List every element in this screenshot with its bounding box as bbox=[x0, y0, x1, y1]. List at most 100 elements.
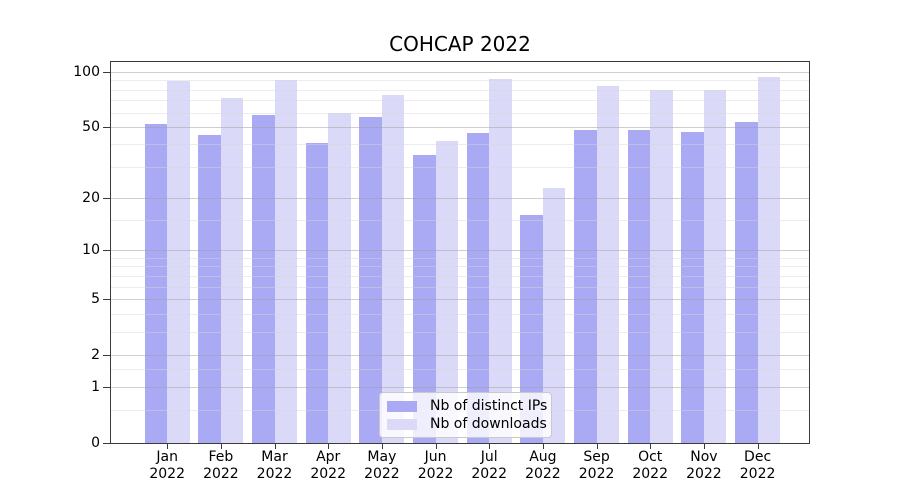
legend-label-distinct-ips: Nb of distinct IPs bbox=[430, 398, 548, 414]
gridline-minor bbox=[111, 313, 809, 315]
gridline-minor bbox=[111, 80, 809, 82]
bar-downloads bbox=[542, 187, 566, 443]
bar-distinct-ips bbox=[305, 142, 329, 443]
bar-distinct-ips bbox=[359, 116, 382, 443]
x-tick-label-year: 2022 bbox=[256, 466, 293, 482]
y-tick-label: 100 bbox=[73, 63, 100, 80]
gridline-minor bbox=[111, 144, 809, 146]
bar-downloads bbox=[703, 89, 727, 443]
gridline-minor bbox=[111, 369, 809, 371]
legend-label-downloads: Nb of downloads bbox=[430, 416, 547, 432]
bar-distinct-ips bbox=[627, 130, 651, 443]
gridline-major bbox=[111, 250, 809, 252]
legend: Nb of distinct IPs Nb of downloads bbox=[379, 392, 552, 438]
bar-downloads bbox=[167, 81, 190, 443]
y-tick-label: 20 bbox=[82, 190, 100, 207]
x-tick-label-year: 2022 bbox=[310, 466, 346, 482]
gridline-minor bbox=[111, 220, 809, 222]
x-tick-label: Apr 2022 bbox=[296, 449, 360, 483]
legend-item-distinct-ips: Nb of distinct IPs bbox=[387, 398, 547, 414]
x-tick-label-year: 2022 bbox=[149, 466, 185, 482]
bar-distinct-ips bbox=[144, 123, 168, 443]
bar-distinct-ips bbox=[520, 215, 543, 443]
x-tick-mark bbox=[703, 444, 705, 449]
gridline-minor bbox=[111, 275, 809, 277]
x-tick-mark bbox=[596, 444, 598, 449]
bar-downloads bbox=[381, 94, 405, 443]
x-tick-mark bbox=[220, 444, 222, 449]
y-tick-label: 10 bbox=[82, 242, 100, 259]
x-tick-label: Jul 2022 bbox=[457, 449, 521, 483]
x-tick-label: Feb 2022 bbox=[189, 449, 253, 483]
x-tick-label-year: 2022 bbox=[203, 466, 239, 482]
x-tick-label: Nov 2022 bbox=[672, 449, 736, 483]
bar-distinct-ips bbox=[251, 115, 275, 443]
gridline-major bbox=[111, 126, 809, 128]
bar-downloads bbox=[435, 140, 459, 443]
x-tick-label: Mar 2022 bbox=[243, 449, 307, 483]
y-tick-mark bbox=[103, 387, 110, 389]
gridline-minor bbox=[111, 112, 809, 114]
x-tick-label: May 2022 bbox=[350, 449, 414, 483]
x-tick-label: Oct 2022 bbox=[618, 449, 682, 483]
x-tick-label-year: 2022 bbox=[525, 466, 561, 482]
x-tick-mark bbox=[757, 444, 759, 449]
x-tick-label-year: 2022 bbox=[364, 466, 400, 482]
bar-downloads bbox=[489, 78, 512, 443]
bar-distinct-ips bbox=[573, 130, 597, 443]
gridline-minor bbox=[111, 331, 809, 333]
y-tick-label: 5 bbox=[91, 290, 100, 307]
bar-distinct-ips bbox=[198, 135, 221, 443]
x-tick-mark bbox=[489, 444, 491, 449]
gridline-minor bbox=[111, 257, 809, 259]
x-tick-label-year: 2022 bbox=[632, 466, 668, 482]
x-tick-label-year: 2022 bbox=[686, 466, 722, 482]
gridline-major bbox=[111, 354, 809, 356]
gridline-minor bbox=[111, 166, 809, 168]
y-tick-mark bbox=[103, 71, 110, 73]
y-tick-mark bbox=[103, 250, 110, 252]
bar-downloads bbox=[274, 80, 298, 443]
bar-distinct-ips bbox=[734, 122, 758, 443]
legend-swatch-downloads bbox=[387, 418, 417, 430]
y-tick-mark bbox=[103, 198, 110, 200]
x-tick-label: Aug 2022 bbox=[511, 449, 575, 483]
x-tick-mark bbox=[542, 444, 544, 449]
x-tick-mark bbox=[167, 444, 169, 449]
bar-downloads bbox=[220, 98, 244, 443]
y-tick-label: 50 bbox=[82, 118, 100, 135]
y-tick-mark bbox=[103, 298, 110, 300]
bar-downloads bbox=[328, 112, 351, 443]
bar-downloads bbox=[650, 89, 673, 443]
y-tick-label: 1 bbox=[91, 379, 100, 396]
y-tick-label: 2 bbox=[91, 346, 100, 363]
bar-downloads bbox=[596, 85, 620, 443]
gridline-major bbox=[111, 71, 809, 73]
x-tick-mark bbox=[381, 444, 383, 449]
legend-item-downloads: Nb of downloads bbox=[387, 416, 547, 432]
y-tick-mark bbox=[103, 443, 110, 444]
x-tick-label-year: 2022 bbox=[739, 466, 776, 482]
y-tick-mark bbox=[103, 126, 110, 128]
x-tick-label: Jan 2022 bbox=[135, 449, 199, 483]
legend-swatch-distinct-ips bbox=[387, 400, 417, 412]
gridline-major bbox=[111, 298, 809, 300]
x-tick-mark bbox=[435, 444, 437, 449]
x-tick-mark bbox=[328, 444, 330, 449]
x-tick-label-year: 2022 bbox=[578, 466, 615, 482]
y-tick-mark bbox=[103, 354, 110, 356]
bar-distinct-ips bbox=[466, 133, 490, 443]
x-tick-label-year: 2022 bbox=[471, 466, 507, 482]
y-tick-label: 0 bbox=[91, 435, 100, 451]
bar-downloads bbox=[757, 76, 781, 443]
x-tick-mark bbox=[650, 444, 652, 449]
bar-distinct-ips bbox=[681, 131, 704, 443]
x-tick-label: Dec 2022 bbox=[726, 449, 790, 483]
gridline-major bbox=[111, 387, 809, 389]
plot-area: Nb of distinct IPs Nb of downloads bbox=[110, 61, 810, 444]
x-tick-mark bbox=[274, 444, 276, 449]
x-tick-label: Sep 2022 bbox=[565, 449, 629, 483]
chart-title: COHCAP 2022 bbox=[389, 32, 531, 56]
x-tick-label-year: 2022 bbox=[417, 466, 454, 482]
